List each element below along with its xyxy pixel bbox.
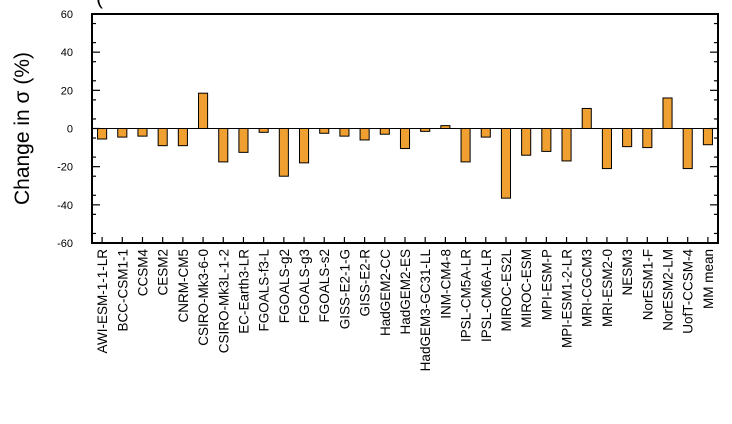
category-label: NorESM2-LM	[661, 249, 676, 331]
category-label: BCC-CSM1-1	[115, 249, 130, 332]
category-label: HadGEM3-GC31-LL	[418, 249, 433, 372]
category-label: MM mean	[701, 249, 716, 309]
bar	[339, 128, 350, 137]
category-label: HadGEM2-CC	[378, 249, 393, 336]
category-label: FGOALS-f3-L	[257, 249, 272, 332]
y-tick-label: -60	[57, 238, 73, 250]
bar	[359, 128, 370, 141]
bars-group	[97, 92, 713, 199]
category-label: IPSL-CM6A-LR	[479, 249, 494, 342]
category-label: GISS-E2-1-G	[337, 249, 352, 329]
bar	[298, 128, 310, 164]
y-tick-label: 0	[67, 124, 73, 136]
category-label: MRI-ESM2-0	[600, 249, 615, 327]
bar	[460, 128, 471, 163]
category-label: CNRM-CM5	[176, 249, 191, 323]
category-label: MPI-ESM1-2-LR	[560, 249, 575, 348]
y-tick-label: 20	[61, 85, 73, 97]
category-label: NorESM1-F	[640, 249, 655, 320]
category-label: IPSL-CM5A-LR	[459, 249, 474, 342]
chart-title: (	[96, 0, 103, 9]
bar	[702, 128, 713, 146]
category-label: GISS-E2-R	[358, 249, 373, 317]
bar	[117, 128, 128, 138]
y-tick-labels: -60 -40 -20 0 20 40 60	[57, 9, 73, 250]
bar	[682, 128, 693, 170]
bar	[198, 92, 209, 129]
y-tick-label: -20	[57, 162, 73, 174]
category-label: MPI-ESM-P	[539, 249, 554, 320]
category-label: MIROC-ES2L	[499, 249, 514, 332]
bar	[500, 128, 512, 199]
y-tick-label: 60	[61, 9, 73, 21]
category-label: INM-CM4-8	[438, 249, 453, 319]
category-label: MRI-CGCM3	[580, 249, 595, 327]
bar	[379, 128, 390, 135]
category-labels: AWI-ESM-1-1-LR BCC-CSM1-1 CCSM4 CESM2 CNRM-C…	[95, 249, 716, 372]
bar	[622, 128, 633, 148]
category-label: HadGEM2-ES	[398, 249, 413, 335]
bar	[662, 97, 673, 129]
bar	[258, 128, 269, 133]
bar	[238, 128, 249, 153]
bar	[541, 128, 552, 152]
bar	[642, 128, 653, 149]
plot-frame	[91, 13, 719, 244]
category-label: MIROC-ESM	[519, 249, 534, 328]
category-label: UofT-CCSM-4	[681, 249, 696, 334]
y-axis-title: Change in σ (%)	[11, 52, 34, 205]
bar	[581, 107, 592, 130]
bar	[601, 128, 612, 170]
category-label: CCSM4	[135, 249, 150, 297]
category-label: FGOALS-g2	[277, 249, 292, 323]
category-label: CSIRO-Mk3L-1-2	[216, 249, 231, 353]
bar	[97, 128, 108, 140]
bar	[177, 128, 188, 147]
category-label: FGOALS-g3	[297, 249, 312, 323]
bar	[319, 128, 330, 134]
bar	[399, 128, 411, 150]
category-label: FGOALS-s2	[317, 249, 332, 323]
category-label: CSIRO-Mk3-6-0	[196, 249, 211, 346]
category-label: EC-Earth3-LR	[236, 249, 251, 334]
category-label: AWI-ESM-1-1-LR	[95, 249, 110, 354]
bar	[157, 128, 168, 147]
bar	[561, 128, 572, 162]
bar	[218, 128, 229, 163]
bar	[521, 128, 532, 156]
category-label: NESM3	[620, 249, 635, 296]
bar	[278, 128, 289, 177]
y-tick-label: -40	[57, 200, 73, 212]
bar	[480, 128, 491, 138]
y-tick-label: 40	[61, 47, 73, 59]
bar	[137, 128, 148, 137]
category-label: CESM2	[156, 249, 171, 296]
